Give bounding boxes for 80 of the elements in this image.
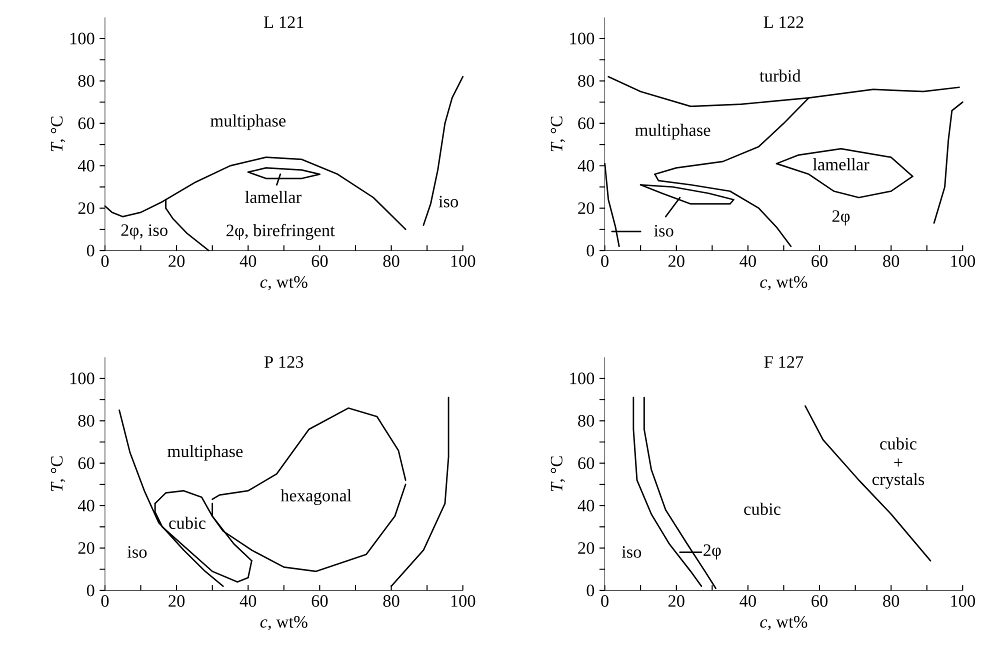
annotation: hexagonal [280,489,352,505]
y-tick-label: 40 [78,160,94,172]
x-tick-label: 20 [168,255,185,267]
chart-title: F 127 [764,356,804,368]
annotation: multiphase [635,124,710,140]
annotation: multiphase [210,114,286,130]
annotation: 2φ [832,210,850,226]
y-tick-label: 0 [586,244,594,256]
y-axis-title: T, °C [550,456,565,491]
x-tick-label: 0 [601,594,608,607]
chart-title: L 122 [764,16,804,28]
y-axis-title: T, °C [50,456,66,491]
y-tick-label: 40 [78,500,94,512]
x-tick-label: 60 [812,594,828,607]
chart-title: P 123 [264,356,304,368]
y-tick-label: 20 [78,542,94,554]
x-tick-label: 100 [951,255,976,267]
y-tick-label: 0 [86,244,94,256]
y-tick-label: 100 [570,32,594,44]
x-tick-label: 60 [312,594,328,607]
x-tick-label: 0 [101,255,109,267]
y-axis-title: T, °C [550,116,565,152]
y-tick-label: 60 [578,117,594,129]
annotation: turbid [760,69,801,82]
y-tick-label: 100 [70,372,94,384]
annotation: lamellar [812,158,870,170]
y-tick-label: 20 [78,202,94,214]
annotation: cubic [744,502,780,515]
x-tick-label: 80 [883,594,900,607]
annotation: iso [438,196,458,208]
x-tick-label: 80 [383,594,400,607]
annotation: cubic [880,437,916,450]
x-tick-label: 20 [168,594,185,607]
y-tick-label: 40 [578,160,594,172]
y-tick-label: 80 [78,414,94,426]
y-tick-label: 20 [578,202,594,214]
x-tick-label: 60 [312,255,328,267]
y-tick-label: 100 [70,32,94,44]
x-tick-label: 60 [812,255,828,267]
x-tick-label: 40 [740,255,756,267]
y-tick-label: 60 [78,117,94,129]
y-tick-label: 80 [578,414,594,426]
x-tick-label: 100 [451,255,476,267]
annotation: crystals [872,472,924,488]
annotation: multiphase [168,444,243,460]
chart-title: L 121 [264,16,304,28]
x-tick-label: 40 [740,594,756,607]
y-tick-label: 20 [578,542,594,554]
annotation: iso [654,224,674,236]
x-axis-title: c, wt% [260,276,308,290]
x-axis-title: c, wt% [760,276,808,290]
annotation: iso [127,546,147,558]
annotation: lamellar [245,190,302,203]
annotation: 2φ, iso [121,224,168,240]
y-tick-label: 100 [570,372,594,384]
x-tick-label: 0 [601,255,608,267]
annotation: iso [622,546,642,558]
y-tick-label: 80 [78,74,94,87]
x-axis-title: c, wt% [760,616,808,630]
y-tick-label: 0 [586,584,594,596]
x-tick-label: 20 [668,255,684,267]
y-tick-label: 60 [578,457,594,469]
x-tick-label: 0 [101,594,109,607]
x-tick-label: 40 [240,594,256,607]
y-tick-label: 80 [578,74,594,87]
annotation: 2φ [704,544,721,560]
x-tick-label: 80 [383,255,400,267]
y-axis-title: T, °C [50,116,66,152]
y-tick-label: 0 [86,584,94,596]
annotation: + [894,458,902,466]
x-tick-label: 20 [668,594,684,607]
x-tick-label: 100 [951,594,976,607]
x-axis-title: c, wt% [260,616,308,630]
annotation: 2φ, birefringent [226,224,335,240]
x-tick-label: 80 [883,255,900,267]
x-tick-label: 100 [451,594,476,607]
y-tick-label: 40 [578,500,594,512]
y-tick-label: 60 [78,457,94,469]
x-tick-label: 40 [240,255,256,267]
annotation: cubic [169,516,206,529]
